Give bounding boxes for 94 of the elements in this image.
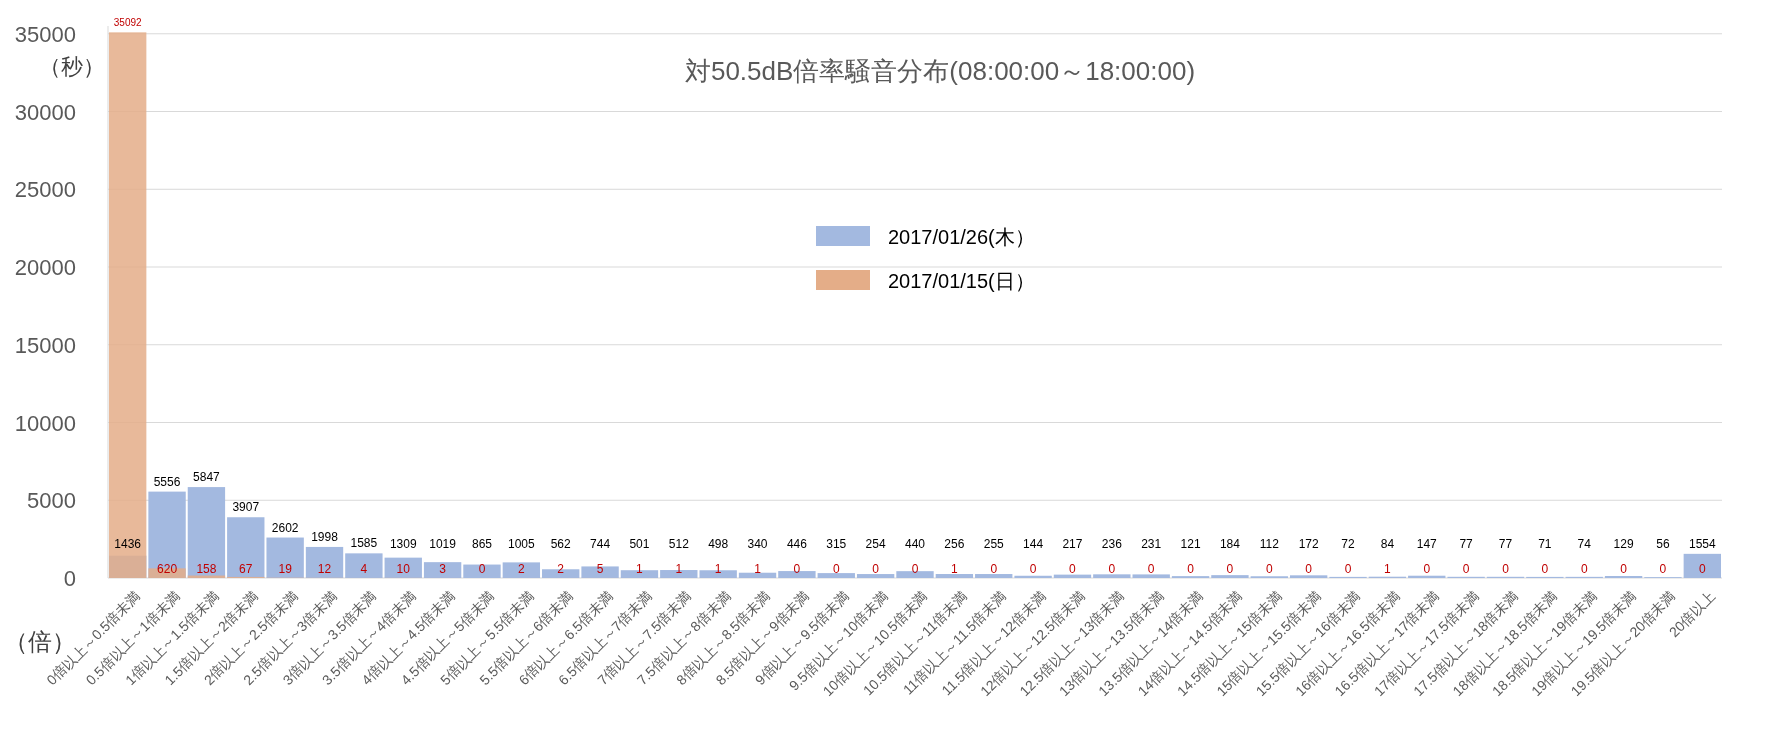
- data-label: 0: [1698, 562, 1706, 576]
- data-label: 129: [1613, 537, 1634, 551]
- data-label: 501: [629, 537, 650, 551]
- data-label: 0: [1147, 562, 1155, 576]
- data-label: 184: [1219, 537, 1241, 551]
- data-label: 1436: [114, 537, 142, 551]
- data-label: 254: [865, 537, 886, 551]
- data-label: 0: [1265, 562, 1273, 576]
- data-label: 0: [1305, 562, 1313, 576]
- data-label: 865: [471, 537, 493, 551]
- y-tick-label: 10000: [14, 410, 76, 436]
- data-label: 1: [675, 562, 683, 576]
- data-label: 236: [1101, 537, 1123, 551]
- data-label: 340: [747, 537, 768, 551]
- data-label: 19: [278, 562, 293, 576]
- data-label: 74: [1577, 537, 1592, 551]
- data-label: 71: [1538, 537, 1552, 551]
- data-label: 56: [1656, 537, 1670, 551]
- legend-label: 2017/01/26(木）: [888, 226, 1035, 248]
- data-label: 5: [596, 562, 604, 576]
- data-label: 256: [944, 537, 965, 551]
- data-label: 744: [590, 537, 611, 551]
- data-label: 0: [793, 562, 801, 576]
- data-label: 0: [478, 562, 486, 576]
- y-axis-title: （秒）: [39, 54, 105, 79]
- data-label: 0: [872, 562, 880, 576]
- data-label: 255: [983, 537, 1005, 551]
- y-tick-label: 35000: [14, 21, 76, 47]
- data-label: 1019: [429, 537, 457, 551]
- data-label: 77: [1498, 537, 1513, 551]
- data-label: 1: [1384, 562, 1392, 576]
- data-label: 0: [990, 562, 998, 576]
- data-label: 0: [1344, 562, 1352, 576]
- data-label: 1: [636, 562, 644, 576]
- data-label: 620: [157, 562, 178, 576]
- data-label: 144: [1023, 537, 1044, 551]
- data-label: 498: [708, 537, 729, 551]
- data-label: 1: [951, 562, 959, 576]
- data-label: 0: [1659, 562, 1667, 576]
- data-label: 0: [1187, 562, 1195, 576]
- data-label: 446: [786, 537, 808, 551]
- legend-label: 2017/01/15(日）: [888, 270, 1035, 292]
- data-label: 5847: [193, 470, 221, 485]
- data-label: 0: [1423, 562, 1431, 576]
- data-label: 10: [396, 562, 411, 576]
- data-label: 121: [1180, 537, 1201, 551]
- data-label: 315: [826, 537, 847, 551]
- data-label: 5556: [153, 474, 181, 489]
- data-label: 72: [1341, 537, 1356, 551]
- data-label: 2: [518, 562, 525, 576]
- data-label: 1: [754, 562, 762, 576]
- data-label: 12: [317, 562, 332, 576]
- data-label: 2: [557, 562, 565, 576]
- data-label: 1: [714, 562, 722, 576]
- data-label: 1998: [311, 529, 339, 544]
- data-label: 0: [1069, 562, 1077, 576]
- data-label: 0: [1541, 562, 1549, 576]
- y-tick-label: 15000: [14, 332, 76, 358]
- data-label: 147: [1416, 537, 1438, 551]
- data-label: 512: [668, 537, 690, 551]
- data-label: 0: [1108, 562, 1116, 576]
- data-label: 0: [911, 562, 919, 576]
- data-label: 217: [1062, 537, 1083, 551]
- y-tick-label: 25000: [14, 177, 76, 203]
- data-label: 1554: [1688, 536, 1716, 551]
- y-tick-label: 0: [63, 566, 76, 591]
- data-label: 2602: [271, 520, 299, 535]
- data-label: 0: [1226, 562, 1234, 576]
- data-label: 0: [1580, 562, 1588, 576]
- y-tick-label: 5000: [27, 488, 76, 514]
- data-label: 158: [196, 562, 217, 576]
- data-label: 0: [1502, 562, 1510, 576]
- data-label: 1585: [350, 536, 378, 551]
- text: 対50.5dB倍率騒音分布(08:00:00～18:00:00): [684, 56, 1196, 86]
- data-label: 0: [1462, 562, 1470, 576]
- data-label: 0: [832, 562, 840, 576]
- data-label: 562: [550, 537, 572, 551]
- data-label: 1309: [389, 537, 417, 551]
- data-label: 231: [1141, 537, 1162, 551]
- data-label: 112: [1259, 537, 1280, 551]
- data-label: 4: [360, 562, 368, 576]
- data-label: 440: [904, 537, 926, 551]
- data-label: 84: [1380, 537, 1395, 551]
- data-label: 77: [1459, 537, 1474, 551]
- y-tick-label: 20000: [14, 255, 76, 281]
- data-label: 3907: [232, 500, 260, 515]
- data-label: 0: [1620, 562, 1628, 576]
- data-label: 172: [1298, 537, 1319, 551]
- data-label: 35092: [113, 17, 143, 29]
- data-label: 1005: [507, 537, 536, 551]
- data-label: 0: [1029, 562, 1037, 576]
- data-label: 3: [439, 562, 447, 576]
- y-tick-label: 30000: [14, 99, 76, 125]
- data-label: 67: [239, 562, 253, 576]
